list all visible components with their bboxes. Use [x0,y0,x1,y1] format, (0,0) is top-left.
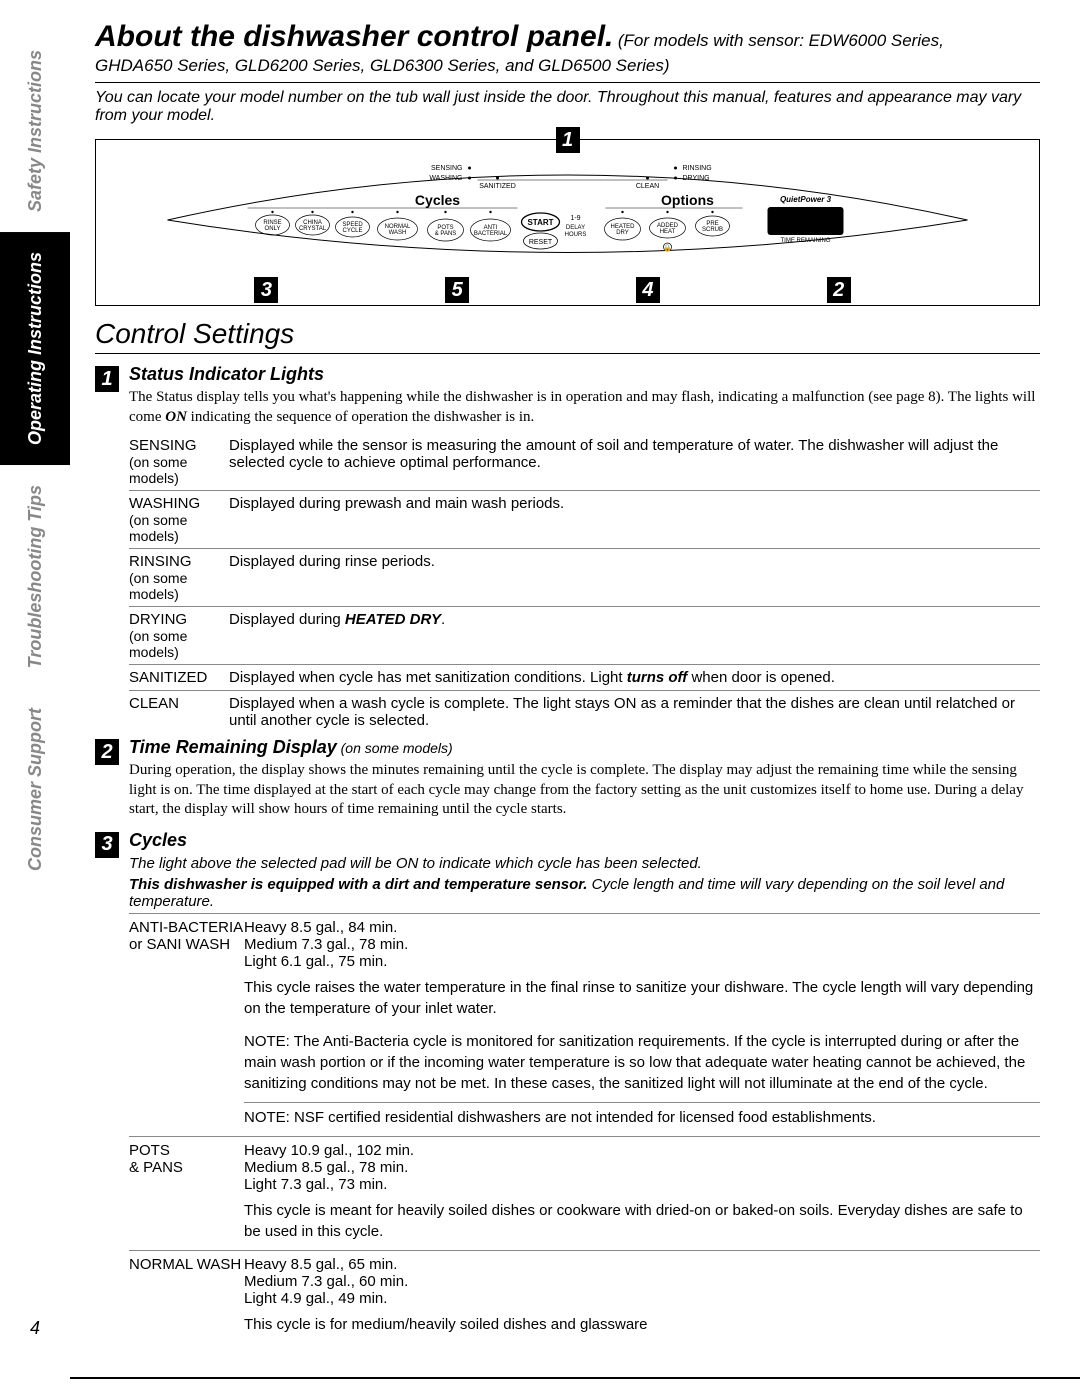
svg-text:CRYSTAL: CRYSTAL [299,226,327,232]
cycle-anti-desc2: NOTE: The Anti-Bacteria cycle is monitor… [244,1027,1040,1102]
light-washing: WASHING(on some models) Displayed during… [129,491,1040,549]
svg-text:ONLY: ONLY [265,226,281,232]
svg-text:Options: Options [661,192,714,208]
item-title-cycles: Cycles [129,830,1040,851]
cycle-anti-bacteria: ANTI-BACTERIAor SANI WASH Heavy 8.5 gal.… [129,913,1040,973]
tab-troubleshooting[interactable]: Troubleshooting Tips [0,465,70,688]
callout-5: 5 [445,277,469,303]
callout-3: 3 [254,277,278,303]
page-title: About the dishwasher control panel. [95,20,613,53]
svg-text:QuietPower 3: QuietPower 3 [780,195,832,204]
status-intro: The Status display tells you what's happ… [129,388,1040,427]
svg-text:START: START [527,218,553,227]
svg-text:SANITIZED: SANITIZED [479,183,516,190]
cycle-anti-desc3: NOTE: NSF certified residential dishwash… [244,1102,1040,1136]
svg-text:DELAY: DELAY [566,225,585,231]
svg-text:CLEAN: CLEAN [636,183,659,190]
cycle-normal-desc1: This cycle is for medium/heavily soiled … [244,1310,1040,1343]
tab-safety[interactable]: Safety Instructions [0,30,70,232]
cycles-note1: The light above the selected pad will be… [129,855,1040,872]
cycle-normal: NORMAL WASH Heavy 8.5 gal., 65 min. Medi… [129,1250,1040,1310]
svg-text:DRYING: DRYING [683,175,710,182]
svg-text:HEAT: HEAT [660,229,676,235]
section-control-settings: Control Settings [95,318,1040,354]
page: Safety Instructions Operating Instructio… [0,0,1080,1379]
svg-text:BACTERIAL: BACTERIAL [474,231,508,237]
sidebar: Safety Instructions Operating Instructio… [0,0,70,1379]
svg-text:1-9: 1-9 [570,215,580,222]
svg-text:WASHING: WASHING [429,175,462,182]
svg-text:HOURS: HOURS [565,232,587,238]
page-number: 4 [0,1318,70,1339]
item-num-2: 2 [95,739,119,765]
svg-text:& PANS: & PANS [435,231,457,237]
item-status-lights: 1 Status Indicator Lights The Status dis… [95,364,1040,733]
item-num-3: 3 [95,832,119,858]
item-title-time: Time Remaining Display (on some models) [129,737,1040,758]
title-note: (For models with sensor: EDW6000 Series, [618,31,944,50]
svg-text:Cycles: Cycles [415,192,460,208]
callouts-row: 3 5 4 2 [96,277,1039,303]
tab-consumer[interactable]: Consumer Support [0,688,70,891]
svg-text:DRY: DRY [616,230,629,236]
svg-text:RESET: RESET [529,239,553,246]
control-panel-diagram: 1 SENSING WASHING SANITIZED CLEAN RINSIN… [95,139,1040,306]
cycles-note2: This dishwasher is equipped with a dirt … [129,876,1040,910]
tab-operating[interactable]: Operating Instructions [0,232,70,465]
main-content: About the dishwasher control panel. (For… [70,0,1080,1379]
svg-text:SCRUB: SCRUB [702,227,723,233]
item-cycles: 3 Cycles The light above the selected pa… [95,830,1040,1343]
svg-text:SENSING: SENSING [431,165,463,172]
item-title-status: Status Indicator Lights [129,364,1040,385]
svg-text:TIME REMAINING: TIME REMAINING [780,238,830,244]
light-drying: DRYING(on some models) Displayed during … [129,607,1040,665]
light-sanitized: SANITIZED Displayed when cycle has met s… [129,665,1040,691]
cycle-anti-desc1: This cycle raises the water temperature … [244,973,1040,1027]
light-clean: CLEAN Displayed when a wash cycle is com… [129,691,1040,733]
callout-2: 2 [827,277,851,303]
item-time-remaining: 2 Time Remaining Display (on some models… [95,737,1040,826]
time-text: During operation, the display shows the … [129,761,1040,820]
light-sensing: SENSING(on some models) Displayed while … [129,433,1040,491]
svg-text:WASH: WASH [389,230,407,236]
diagram-svg: SENSING WASHING SANITIZED CLEAN RINSING … [96,140,1039,275]
models-line: GHDA650 Series, GLD6200 Series, GLD6300 … [95,56,1040,83]
item-num-1: 1 [95,366,119,392]
light-rinsing: RINSING(on some models) Displayed during… [129,549,1040,607]
callout-1: 1 [556,127,580,153]
svg-text:CYCLE: CYCLE [342,228,362,234]
svg-text:RINSING: RINSING [683,165,712,172]
svg-text:🔒: 🔒 [663,244,672,252]
locate-text: You can locate your model number on the … [95,89,1040,125]
cycle-pots-desc1: This cycle is meant for heavily soiled d… [244,1196,1040,1250]
cycle-pots-pans: POTS& PANS Heavy 10.9 gal., 102 min. Med… [129,1136,1040,1196]
callout-4: 4 [636,277,660,303]
